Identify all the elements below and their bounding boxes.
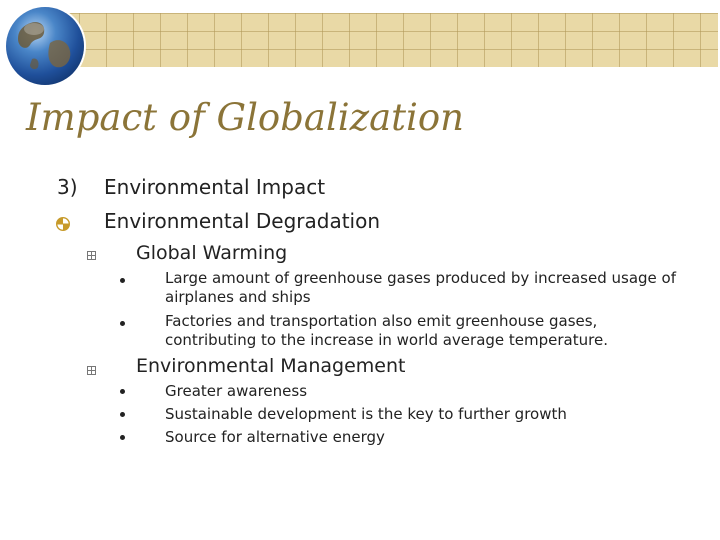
bullet-text: Greater awareness [165,382,308,400]
section-label-global-warming: Global Warming [136,242,288,264]
header-banner [52,13,718,67]
subheading: Environmental Degradation [104,209,381,233]
pie-bullet-icon [56,217,70,231]
box-bullet-icon [87,366,96,375]
bullet-text: Factories and transportation also emit g… [165,312,608,349]
dot-bullet-icon [120,321,125,326]
dot-bullet-icon [120,278,125,283]
bullet-text: Large amount of greenhouse gases produce… [165,269,677,306]
item-number: 3) [57,175,78,199]
box-bullet-icon [87,251,96,260]
slide-title: Impact of Globalization [26,96,464,139]
dot-bullet-icon [120,435,125,440]
dot-bullet-icon [120,412,125,417]
bullet-text: Sustainable development is the key to fu… [165,405,567,423]
section-heading: Environmental Impact [104,175,326,199]
section-label-environmental-management: Environmental Management [136,355,406,377]
globe-icon [6,7,84,85]
dot-bullet-icon [120,389,125,394]
bullet-text: Source for alternative energy [165,428,385,446]
